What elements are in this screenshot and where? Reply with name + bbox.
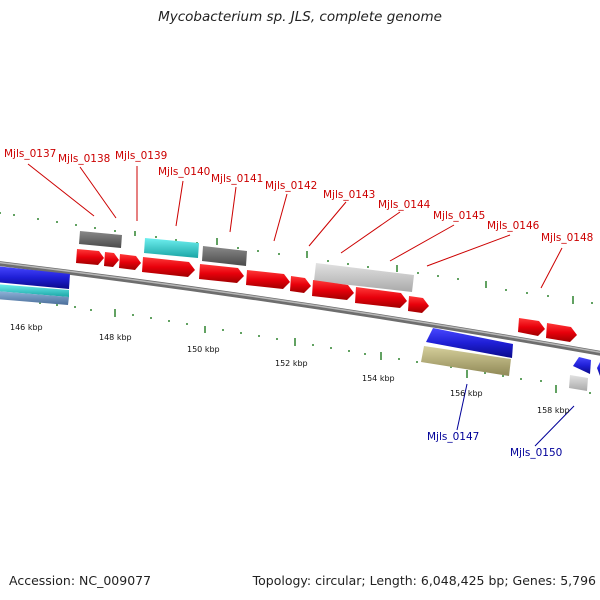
feature-grey-2 [202,246,247,266]
forward-genes [76,249,577,342]
feature-left-steel [0,291,69,305]
label-mjls-0139[interactable]: Mjls_0139 [115,150,167,162]
label-mjls-0148[interactable]: Mjls_0148 [541,232,593,244]
gene-mjls-0147 [426,328,513,358]
label-mjls-0137[interactable]: Mjls_0137 [4,148,56,160]
gene-left-blue [0,266,70,289]
scale-labels: 146 kbp 148 kbp 150 kbp 152 kbp 154 kbp … [10,323,570,415]
label-mjls-0146[interactable]: Mjls_0146 [487,220,540,232]
inner-features [0,266,600,391]
genome-summary-text: Topology: circular; Length: 6,048,425 bp… [252,573,596,588]
scale-label-158: 158 kbp [537,406,570,415]
feature-grey-1 [79,231,122,248]
genome-backbone [0,261,600,356]
feature-light-1 [314,263,414,292]
gene-mjls-0142 [246,270,290,289]
accession-text: Accession: NC_009077 [9,573,152,588]
scale-label-146: 146 kbp [10,323,43,332]
feature-light-2 [569,375,588,391]
label-mjls-0140[interactable]: Mjls_0140 [158,166,210,178]
label-leader-lines-bottom [456,383,575,447]
label-mjls-0150[interactable]: Mjls_0150 [510,447,562,459]
feature-left-cyan [0,284,69,297]
gene-mjls-0138 [104,252,119,267]
label-mjls-0143[interactable]: Mjls_0143 [323,189,375,201]
gene-mjls-0139 [119,254,141,270]
gene-right-blue-2 [597,362,600,376]
gene-mjls-0145 [355,287,407,308]
gene-mjls-0146 [408,296,429,313]
gene-right-blue-1 [573,357,591,374]
scale-label-156: 156 kbp [450,389,483,398]
feature-cyan-1 [144,238,199,258]
label-mjls-0141[interactable]: Mjls_0141 [211,173,263,185]
scale-label-152: 152 kbp [275,359,308,368]
scale-label-150: 150 kbp [187,345,220,354]
label-mjls-0145[interactable]: Mjls_0145 [433,210,485,222]
label-mjls-0144[interactable]: Mjls_0144 [378,199,431,211]
label-mjls-0138[interactable]: Mjls_0138 [58,153,110,165]
gene-mjls-0141 [199,264,244,283]
outer-features [79,231,414,292]
label-mjls-0147[interactable]: Mjls_0147 [427,431,479,443]
gene-mjls-0137 [76,249,104,265]
map-title: Mycobacterium sp. JLS, complete genome [158,9,442,25]
gene-labels-top: Mjls_0137 Mjls_0138 Mjls_0139 Mjls_0140 … [4,148,593,244]
gene-mjls-0144 [312,280,354,300]
gene-labels-bottom: Mjls_0147 Mjls_0150 [427,431,562,459]
gene-mjls-0148a [518,318,545,336]
gene-mjls-0140 [142,257,195,277]
gene-mjls-0143 [290,276,311,293]
feature-olive [421,346,511,376]
label-mjls-0142[interactable]: Mjls_0142 [265,180,317,192]
scale-label-148: 148 kbp [99,333,132,342]
scale-label-154: 154 kbp [362,374,395,383]
label-leader-lines [27,163,563,289]
gene-mjls-0148b [546,323,577,342]
